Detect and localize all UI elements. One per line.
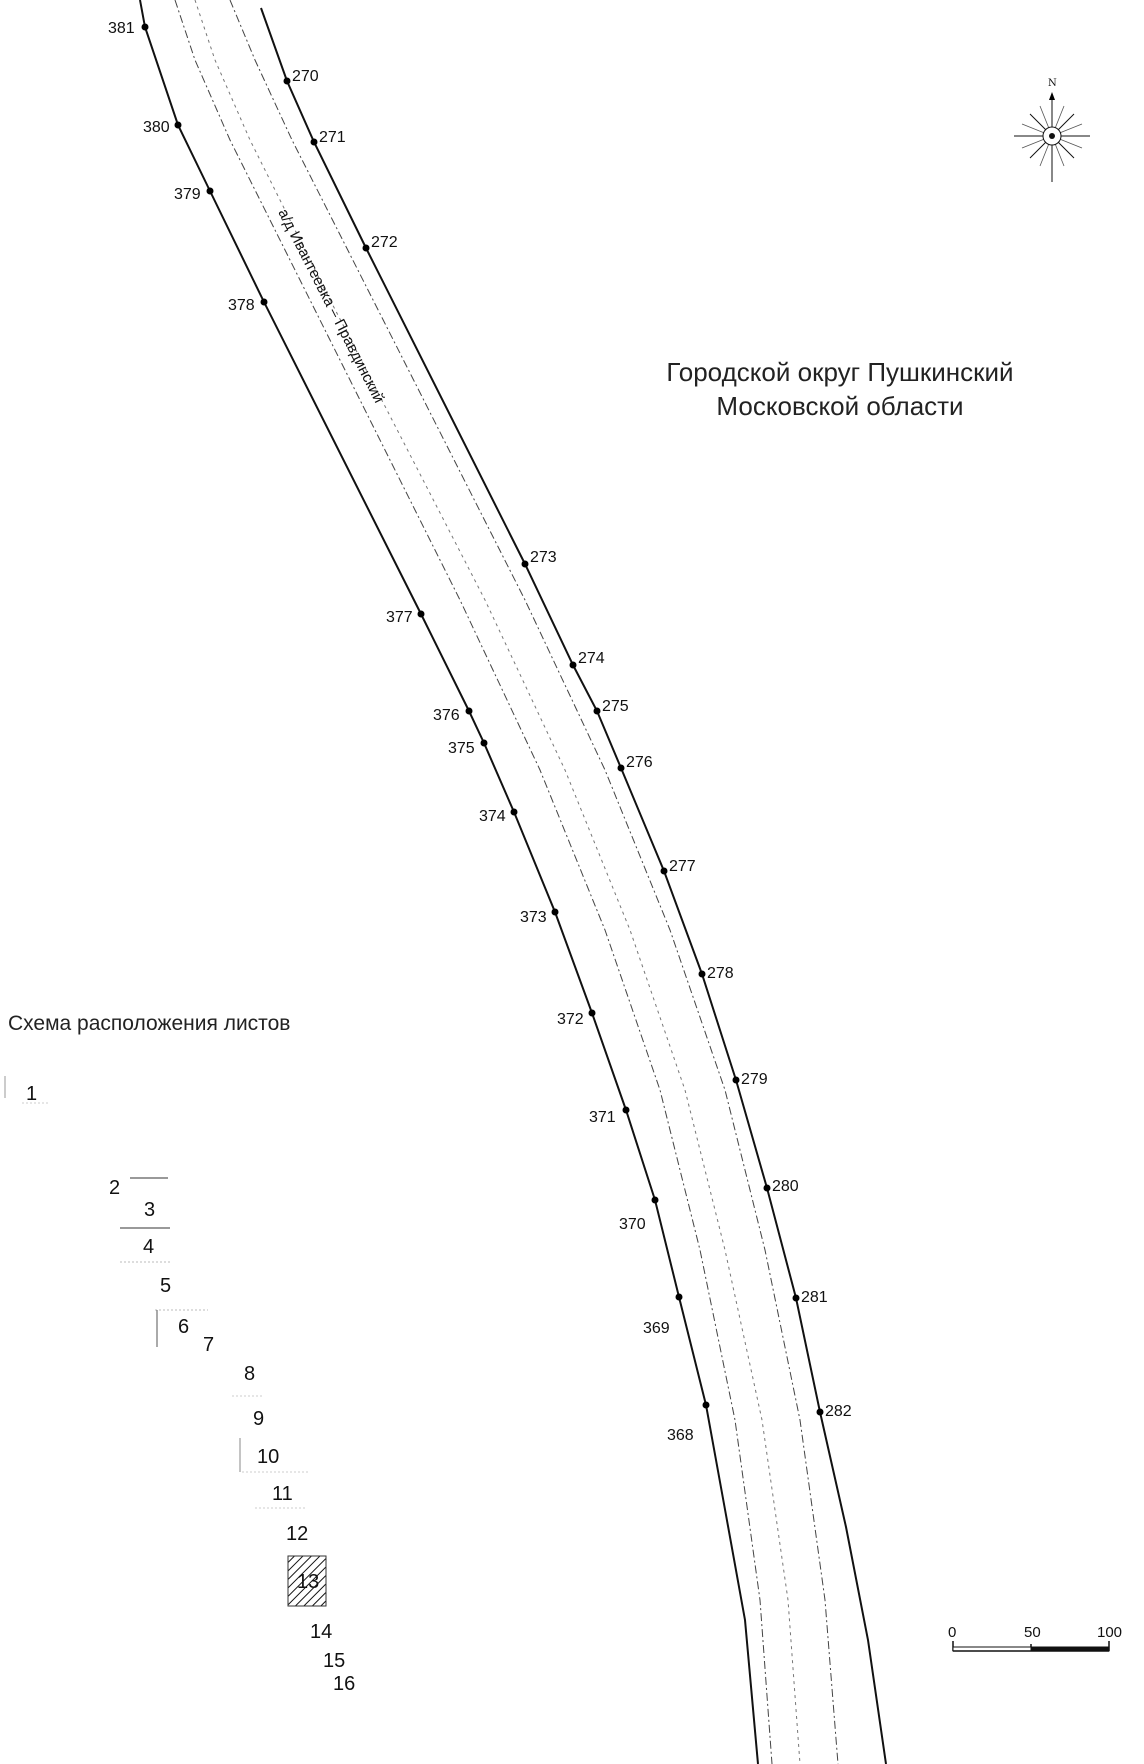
svg-text:271: 271 xyxy=(319,129,346,146)
sheet-scheme-title: Схема расположения листов xyxy=(8,1012,291,1035)
svg-text:371: 371 xyxy=(589,1109,616,1126)
boundary-point-272: 272 xyxy=(362,234,398,252)
svg-text:381: 381 xyxy=(108,20,135,37)
boundary-point-374: 374 xyxy=(479,808,518,825)
svg-text:277: 277 xyxy=(669,858,696,875)
boundary-points: 270 271 272 273 274 275 276 277 278 279 … xyxy=(108,20,852,1444)
boundary-point-371: 371 xyxy=(589,1106,630,1126)
svg-text:274: 274 xyxy=(578,650,605,667)
boundary-point-376: 376 xyxy=(433,707,473,724)
svg-text:50: 50 xyxy=(1024,1624,1041,1641)
svg-text:370: 370 xyxy=(619,1216,646,1233)
sheet-15: 15 xyxy=(323,1650,345,1672)
svg-text:369: 369 xyxy=(643,1320,670,1337)
svg-text:275: 275 xyxy=(602,698,629,715)
boundary-point-370: 370 xyxy=(619,1196,659,1233)
svg-text:0: 0 xyxy=(948,1624,956,1641)
svg-text:368: 368 xyxy=(667,1427,694,1444)
sheet-5: 5 xyxy=(160,1275,171,1297)
map-title-line-1: Городской округ Пушкинский xyxy=(666,357,1014,387)
boundary-point-274: 274 xyxy=(569,650,605,669)
sheet-3: 3 xyxy=(144,1199,155,1221)
road-boundary-right xyxy=(260,7,887,1764)
svg-text:276: 276 xyxy=(626,754,653,771)
boundary-point-281: 281 xyxy=(792,1289,828,1306)
boundary-point-275: 275 xyxy=(593,698,629,715)
sheet-14: 14 xyxy=(310,1621,332,1643)
svg-text:376: 376 xyxy=(433,707,460,724)
svg-text:282: 282 xyxy=(825,1403,852,1420)
boundary-point-270: 270 xyxy=(283,68,319,85)
boundary-point-277: 277 xyxy=(660,858,696,875)
sheet-6: 6 xyxy=(178,1316,189,1338)
north-arrow-icon: N xyxy=(1014,78,1090,182)
svg-text:378: 378 xyxy=(228,297,255,314)
road-boundary-left xyxy=(139,0,759,1764)
map-title: Городской округ Пушкинский Московской об… xyxy=(600,355,1080,423)
sheet-16: 16 xyxy=(333,1673,355,1695)
boundary-point-377: 377 xyxy=(386,609,425,626)
svg-text:270: 270 xyxy=(292,68,319,85)
boundary-point-282: 282 xyxy=(816,1403,852,1420)
sheet-9: 9 xyxy=(253,1408,264,1430)
carriageway-line-left xyxy=(174,0,773,1764)
sheet-13-highlight xyxy=(287,1555,327,1607)
sheet-4: 4 xyxy=(143,1236,154,1258)
boundary-point-380: 380 xyxy=(143,119,182,136)
boundary-point-381: 381 xyxy=(108,20,149,37)
sheet-11: 11 xyxy=(272,1483,293,1505)
svg-text:377: 377 xyxy=(386,609,413,626)
boundary-point-375: 375 xyxy=(448,739,488,757)
svg-text:273: 273 xyxy=(530,549,557,566)
boundary-point-378: 378 xyxy=(228,297,268,314)
boundary-point-372: 372 xyxy=(557,1009,596,1028)
sheet-12: 12 xyxy=(286,1523,308,1545)
svg-text:372: 372 xyxy=(557,1011,584,1028)
map-title-line-2: Московской области xyxy=(716,391,964,421)
svg-text:272: 272 xyxy=(371,234,398,251)
carriageway-line-right xyxy=(229,0,839,1764)
svg-text:N: N xyxy=(1048,78,1057,89)
svg-text:100: 100 xyxy=(1097,1624,1122,1641)
boundary-point-279: 279 xyxy=(732,1071,768,1088)
sheet-1: 1 xyxy=(26,1083,37,1105)
boundary-point-373: 373 xyxy=(520,908,559,926)
boundary-point-273: 273 xyxy=(521,549,557,568)
svg-text:279: 279 xyxy=(741,1071,768,1088)
svg-text:374: 374 xyxy=(479,808,506,825)
svg-text:375: 375 xyxy=(448,740,475,757)
boundary-point-271: 271 xyxy=(310,129,346,146)
boundary-point-276: 276 xyxy=(617,754,653,772)
svg-text:373: 373 xyxy=(520,909,547,926)
boundary-point-368: 368 xyxy=(667,1401,710,1444)
sheet-7: 7 xyxy=(203,1334,214,1356)
sheet-layout-scheme: 1 2 3 4 5 6 7 8 9 10 11 12 13 14 15 16 xyxy=(4,1076,355,1695)
sheet-2: 2 xyxy=(109,1177,120,1199)
boundary-point-280: 280 xyxy=(763,1178,799,1195)
boundary-point-369: 369 xyxy=(643,1293,683,1337)
svg-text:278: 278 xyxy=(707,965,734,982)
scale-bar: 0 50 100 xyxy=(948,1624,1122,1652)
boundary-point-278: 278 xyxy=(698,965,734,982)
sheet-8: 8 xyxy=(244,1363,255,1385)
svg-text:379: 379 xyxy=(174,186,201,203)
boundary-point-379: 379 xyxy=(174,186,214,203)
svg-text:281: 281 xyxy=(801,1289,828,1306)
svg-text:380: 380 xyxy=(143,119,170,136)
sheet-13: 13 xyxy=(297,1571,319,1593)
sheet-10: 10 xyxy=(257,1446,279,1468)
svg-text:280: 280 xyxy=(772,1178,799,1195)
